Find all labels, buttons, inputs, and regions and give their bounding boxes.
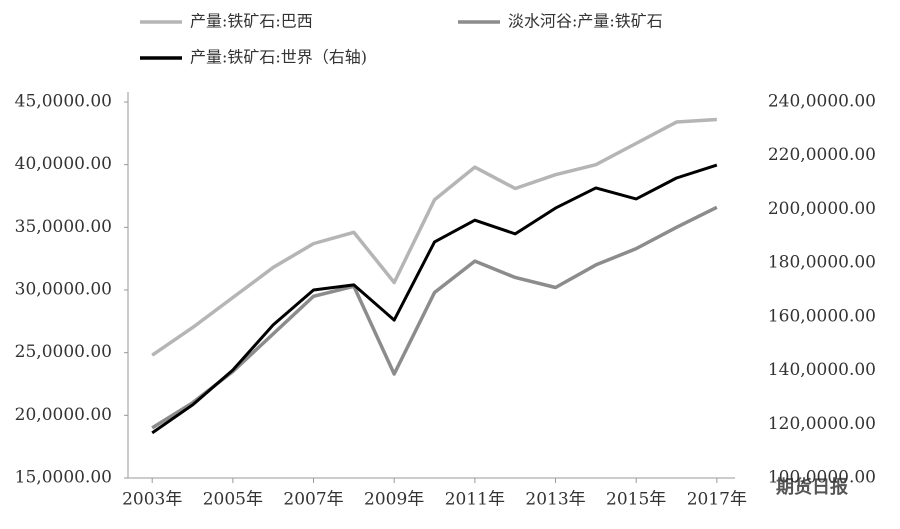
series-line (151, 163, 718, 435)
y2-tick-label: 240,0000.00 (768, 92, 876, 112)
y-tick-label: 45,0000.00 (15, 92, 112, 112)
legend-label: 淡水河谷:产量:铁矿石 (508, 12, 663, 31)
series-line (151, 205, 718, 430)
y2-tick-label: 220,0000.00 (768, 145, 876, 165)
y2-tick-label: 140,0000.00 (768, 360, 876, 380)
y-tick-label: 15,0000.00 (15, 468, 112, 488)
y2-tick-label: 120,0000.00 (768, 414, 876, 434)
y2-tick-label: 200,0000.00 (768, 199, 876, 219)
x-tick-label: 2007年 (283, 490, 343, 510)
x-tick-label: 2005年 (203, 490, 263, 510)
legend-label: 产量:铁矿石:世界（右轴) (190, 48, 367, 67)
legend-label: 产量:铁矿石:巴西 (190, 12, 313, 31)
y2-tick-label: 160,0000.00 (768, 306, 876, 326)
y-tick-label: 20,0000.00 (15, 405, 112, 425)
y2-tick-label: 100,0000.00 (768, 468, 876, 488)
y-tick-label: 35,0000.00 (15, 217, 112, 237)
y-tick-label: 25,0000.00 (15, 342, 112, 362)
x-tick-label: 2015年 (606, 490, 666, 510)
x-tick-label: 2011年 (445, 490, 505, 510)
x-tick-label: 2009年 (364, 490, 424, 510)
watermark: 期货日报 (776, 476, 848, 498)
y-tick-label: 30,0000.00 (15, 280, 112, 300)
x-tick-label: 2013年 (525, 490, 585, 510)
series-line (151, 117, 717, 357)
y-tick-label: 40,0000.00 (15, 154, 112, 174)
y2-tick-label: 180,0000.00 (768, 253, 876, 273)
x-tick-label: 2017年 (687, 490, 747, 510)
x-tick-label: 2003年 (122, 490, 182, 510)
